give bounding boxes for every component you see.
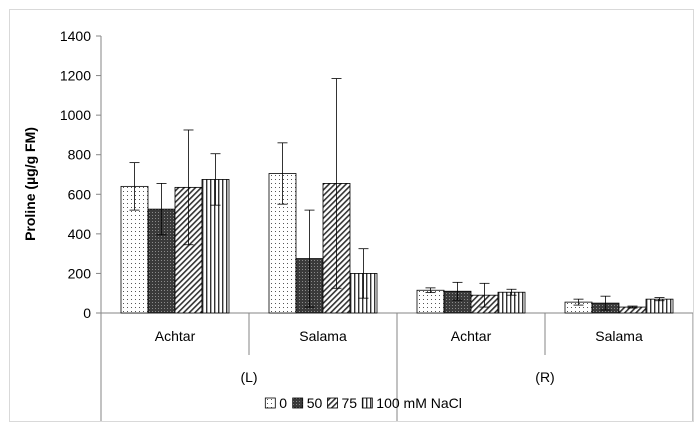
legend-item: 50	[292, 395, 323, 411]
error-bars	[129, 78, 665, 311]
legend-item: 0	[264, 395, 287, 411]
proline-bar-chart: Proline (µg/g FM) 0 200 400 600 800 1000 1200 1…	[22, 28, 694, 421]
y-axis-title: Proline (µg/g FM)	[22, 127, 38, 241]
legend-swatch	[327, 397, 338, 409]
legend-label: 50	[307, 395, 323, 411]
x-axis-categories: Achtar Salama Achtar Salama (L) (R)	[155, 328, 643, 385]
chart-frame: Proline (µg/g FM) 0 200 400 600 800 1000 1200 1…	[9, 9, 694, 422]
legend: 0 50 75 100 mM NaCl	[264, 395, 462, 411]
y-tick-label: 200	[68, 265, 92, 281]
bar	[201, 179, 230, 314]
legend-swatch	[361, 397, 373, 409]
bar	[645, 298, 674, 314]
legend-item: 100 mM NaCl	[361, 395, 462, 411]
y-tick-label: 400	[68, 226, 92, 242]
legend-label: 0	[279, 395, 287, 411]
legend-label: 75	[342, 395, 358, 411]
bar	[416, 289, 445, 314]
x-group-label: (R)	[535, 369, 554, 385]
bars	[120, 173, 674, 314]
x-category-label: Salama	[299, 328, 347, 344]
legend-swatch	[264, 397, 276, 409]
y-tick-label: 1200	[60, 68, 91, 84]
y-tick-label: 0	[83, 305, 91, 321]
y-tick-label: 1000	[60, 107, 91, 123]
legend-swatch	[292, 397, 304, 409]
y-tick-label: 600	[68, 186, 92, 202]
legend-item: 75	[327, 395, 358, 411]
x-group-label: (L)	[240, 369, 257, 385]
x-category-label: Salama	[595, 328, 643, 344]
y-axis: 0 200 400 600 800 1000 1200 1400	[60, 28, 101, 321]
x-category-label: Achtar	[155, 328, 196, 344]
y-tick-label: 800	[68, 147, 92, 163]
legend-label: 100 mM NaCl	[376, 395, 462, 411]
x-category-label: Achtar	[451, 328, 492, 344]
y-tick-label: 1400	[60, 28, 91, 44]
